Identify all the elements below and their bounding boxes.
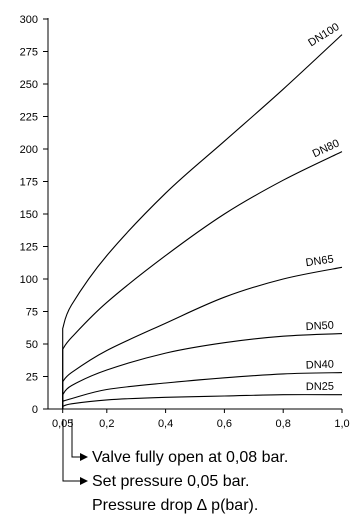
annotations: Valve fully open at 0,08 bar. Set pressu…: [62, 419, 288, 514]
y-tick-label: 50: [26, 339, 38, 351]
annotation-pressure-drop: Pressure drop ∆ p(bar).: [92, 497, 258, 514]
y-tick-label: 25: [26, 372, 38, 384]
y-tick-label: 125: [20, 242, 38, 254]
y-tick-label: 150: [20, 209, 38, 221]
x-tick-label: 0,2: [99, 418, 114, 430]
y-tick-label: 250: [20, 79, 38, 91]
series-label-dn40: DN40: [306, 359, 335, 372]
annotation-set-pressure: Set pressure 0,05 bar.: [92, 473, 249, 490]
y-tick-label: 300: [20, 14, 38, 26]
y-tick-label: 275: [20, 47, 38, 59]
series-line-dn25: [62, 394, 343, 409]
y-tick-label: 225: [20, 112, 38, 124]
series-label-dn80: DN80: [311, 137, 342, 160]
x-axis-ticks: 0,05 0,2 0,4 0,6 0,8 1,0: [52, 409, 350, 430]
annotation-arrow-set-pressure: [62, 419, 80, 482]
series-label-dn65: DN65: [305, 253, 335, 269]
series-line-dn65: [62, 266, 343, 409]
series-line-dn100: [62, 34, 343, 409]
series-label-dn100: DN100: [306, 21, 341, 49]
x-tick-label: 0,6: [217, 418, 232, 430]
series-line-dn80: [62, 151, 343, 409]
annotation-arrow-fully-open: [71, 419, 80, 458]
axes: [47, 18, 342, 410]
series-labels: DN100 DN80 DN65 DN50 DN40 DN25: [305, 21, 342, 393]
series-label-dn25: DN25: [306, 381, 334, 393]
series-label-dn50: DN50: [305, 320, 334, 333]
y-tick-label: 100: [20, 274, 38, 286]
series-line-dn40: [62, 372, 343, 409]
y-axis-ticks: 0 25 50 75 100 125 150 175 200 225 250 275 300: [20, 14, 48, 416]
x-tick-label: 1,0: [334, 418, 349, 430]
y-tick-label: 75: [26, 307, 38, 319]
annotation-fully-open: Valve fully open at 0,08 bar.: [92, 449, 288, 466]
y-tick-label: 0: [32, 404, 38, 416]
annotation-arrowhead-fully-open: [80, 453, 88, 461]
y-tick-label: 175: [20, 177, 38, 189]
annotation-arrowhead-set-pressure: [80, 477, 88, 485]
x-tick-label: 0,8: [276, 418, 291, 430]
x-tick-label: 0,4: [158, 418, 173, 430]
y-tick-label: 200: [20, 144, 38, 156]
series-lines: [62, 34, 343, 409]
series-line-dn50: [62, 333, 343, 409]
